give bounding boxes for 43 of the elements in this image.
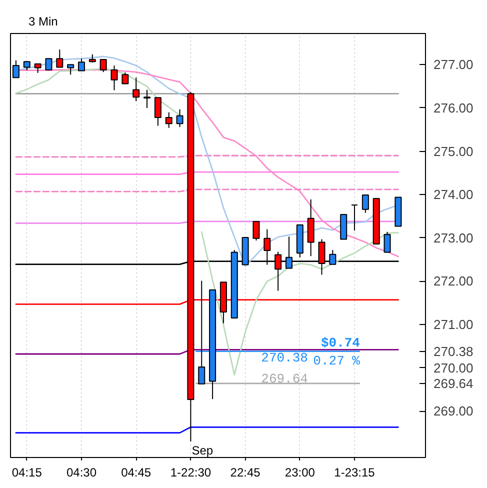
candlestick bbox=[362, 194, 369, 214]
candlestick bbox=[176, 108, 184, 128]
x-tick-label: 04:45 bbox=[121, 466, 152, 480]
y-tick-label: 274.00 bbox=[434, 187, 474, 202]
ref-line-label: 269.64 bbox=[261, 371, 308, 386]
annotation: 0.27 % bbox=[313, 353, 360, 368]
ref-line-label: 270.38 bbox=[261, 350, 308, 366]
x-tick-label: 23:00 bbox=[284, 466, 316, 480]
y-tick-label: 275.00 bbox=[434, 144, 474, 159]
y-tick-label: 270.00 bbox=[434, 360, 474, 376]
candlestick bbox=[144, 89, 151, 108]
candlestick bbox=[198, 280, 206, 384]
candlestick bbox=[100, 58, 107, 73]
x-tick-label: 22:45 bbox=[230, 466, 261, 480]
y-tick-label: 272.00 bbox=[434, 274, 474, 289]
annotation: $0.74 bbox=[320, 335, 360, 350]
candlestick bbox=[67, 64, 74, 76]
candlestick bbox=[132, 77, 140, 102]
candlestick bbox=[34, 63, 42, 74]
y-tick-label: 269.00 bbox=[434, 404, 474, 419]
x-tick-label: 04:30 bbox=[66, 466, 97, 480]
y-tick-label: 271.00 bbox=[434, 317, 474, 332]
candlestick bbox=[307, 198, 314, 257]
y-tick-label: 277.00 bbox=[434, 57, 474, 72]
candlestick bbox=[56, 49, 64, 68]
candlestick bbox=[384, 231, 391, 253]
y-tick-label: 269.64 bbox=[434, 376, 474, 391]
chart-title: 3 Min bbox=[28, 14, 58, 28]
x-tick-label: 1-23:15 bbox=[334, 466, 376, 480]
annotation: Sep bbox=[192, 443, 214, 458]
candlestick bbox=[122, 72, 129, 84]
x-tick-label: 04:15 bbox=[12, 466, 42, 480]
y-tick-label: 273.00 bbox=[434, 230, 474, 246]
y-tick-label: 276.00 bbox=[434, 100, 474, 116]
candlestick bbox=[45, 58, 52, 70]
y-tick-label: 270.38 bbox=[434, 344, 474, 359]
candlestick bbox=[78, 58, 85, 72]
x-tick-label: 1-22:30 bbox=[170, 466, 212, 480]
candlestick bbox=[165, 112, 172, 128]
candlestick bbox=[252, 220, 260, 242]
candlestick bbox=[154, 97, 162, 126]
candlestick bbox=[351, 204, 358, 232]
candlestick bbox=[110, 65, 118, 91]
